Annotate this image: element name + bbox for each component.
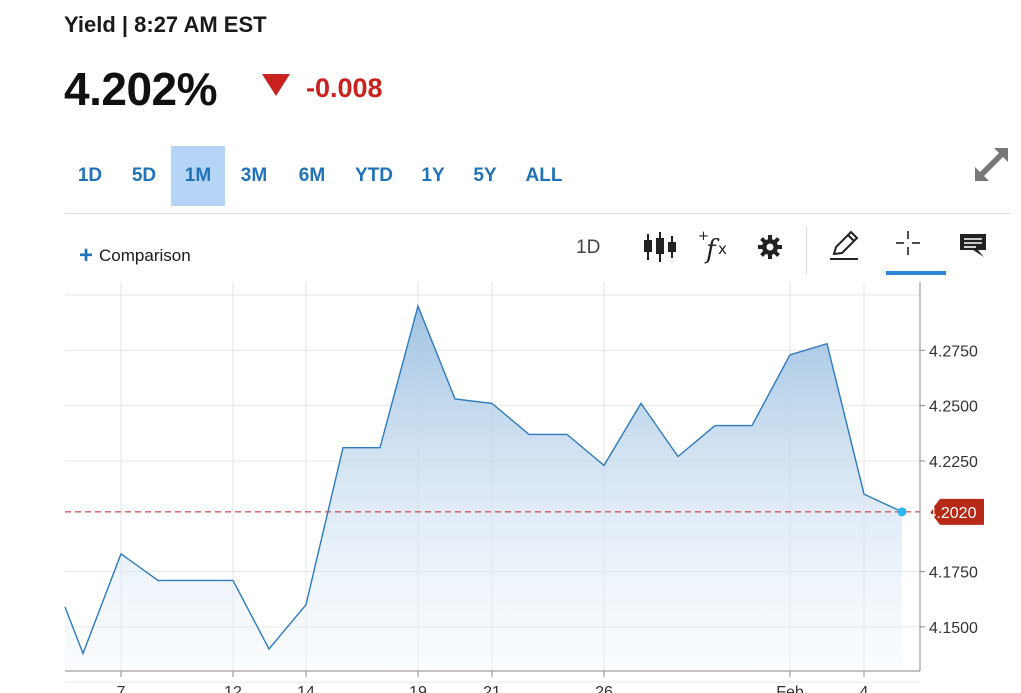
x-tick-label: 4 — [860, 684, 869, 693]
data-point-jan-22 — [528, 433, 530, 435]
data-point-jan-14 — [305, 604, 307, 606]
expand-icon[interactable] — [972, 144, 1012, 184]
data-point-feb-3 — [826, 343, 828, 345]
tab-5d[interactable]: 5D — [131, 165, 157, 186]
x-tick-label: 21 — [483, 684, 501, 693]
current-yield: 4.202% — [64, 63, 218, 115]
tab-1y[interactable]: 1Y — [421, 165, 445, 186]
data-point-feb-4 — [863, 493, 865, 495]
last-value-badge — [930, 498, 984, 525]
candlestick-icon[interactable] — [642, 230, 678, 264]
last-value-label: 4.2020 — [897, 498, 984, 525]
data-point-jan-15 — [342, 447, 344, 449]
y-tick-label: 4.2750 — [929, 343, 978, 360]
data-point-jan-16 — [379, 447, 381, 449]
data-point-jan-23 — [566, 433, 568, 435]
active-tool-indicator — [886, 271, 946, 275]
x-tick-label: 19 — [409, 684, 427, 693]
tab-3m[interactable]: 3M — [240, 165, 268, 186]
interval-selector[interactable]: 1D — [576, 237, 601, 258]
gear-icon[interactable] — [758, 235, 782, 259]
data-point-jan-19 — [417, 305, 419, 307]
comment-icon[interactable] — [958, 232, 988, 258]
data-point-jan-13 — [268, 648, 270, 650]
last-value-text: 4.2020 — [928, 505, 977, 522]
svg-text:+: + — [698, 229, 709, 244]
comparison-button[interactable]: + Comparison — [79, 240, 191, 269]
data-point-feb-2 — [789, 354, 791, 356]
toolbar-separator — [806, 226, 807, 274]
data-point-jan-7 — [120, 553, 122, 555]
data-point-jan-26 — [603, 464, 605, 466]
svg-text:x: x — [718, 240, 727, 258]
toolbar-divider-line — [65, 213, 1010, 214]
data-point-jan-30 — [751, 424, 753, 426]
comparison-label: Comparison — [99, 246, 191, 265]
chart-title: Yield | 8:27 AM EST — [64, 12, 267, 37]
data-point-jan-28 — [677, 455, 679, 457]
area-fill — [65, 306, 902, 670]
data-point-jan-20 — [454, 398, 456, 400]
pencil-draw-icon[interactable] — [828, 228, 862, 262]
data-point-jan-8 — [157, 579, 159, 581]
data-point-jan-12 — [232, 579, 234, 581]
x-tick-label: 7 — [117, 684, 126, 693]
data-point-jan-9 — [194, 579, 196, 581]
y-axis-ticks: 4.1500 4.1750 4.2250 4.2500 4.2750 — [920, 343, 978, 637]
x-axis-ticks: 7 12 14 19 21 26 Feb 4 — [117, 671, 869, 693]
y-tick-label: 4.1500 — [929, 620, 978, 637]
tab-ytd[interactable]: YTD — [355, 165, 393, 186]
x-tick-label: 14 — [297, 684, 315, 693]
data-point-jan-29 — [714, 424, 716, 426]
series-line — [64, 303, 903, 656]
x-tick-label: Feb — [776, 684, 804, 693]
tab-1d[interactable]: 1D — [77, 165, 103, 186]
x-tick-label: 12 — [224, 684, 242, 693]
tab-all[interactable]: ALL — [525, 165, 563, 186]
data-point-jan-21 — [491, 402, 493, 404]
y-tick-label: 4.2500 — [929, 399, 978, 416]
crosshair-icon[interactable] — [894, 229, 922, 257]
down-arrow-icon — [262, 74, 290, 96]
y-tick-label: 4.1750 — [929, 565, 978, 582]
data-point-jan-5 — [64, 606, 66, 608]
tab-1m[interactable]: 1M — [171, 146, 225, 206]
data-point-jan-27 — [640, 402, 642, 404]
data-point-jan-6 — [82, 652, 84, 654]
plus-icon: + — [79, 242, 94, 269]
tab-6m[interactable]: 6M — [298, 165, 326, 186]
fx-studies-icon[interactable]: + f x — [698, 228, 732, 264]
last-value-marker — [897, 507, 907, 517]
yield-change: -0.008 — [306, 73, 383, 103]
y-tick-label: 4.2250 — [929, 454, 978, 471]
x-tick-label: 26 — [595, 684, 613, 693]
tab-5y[interactable]: 5Y — [473, 165, 497, 186]
